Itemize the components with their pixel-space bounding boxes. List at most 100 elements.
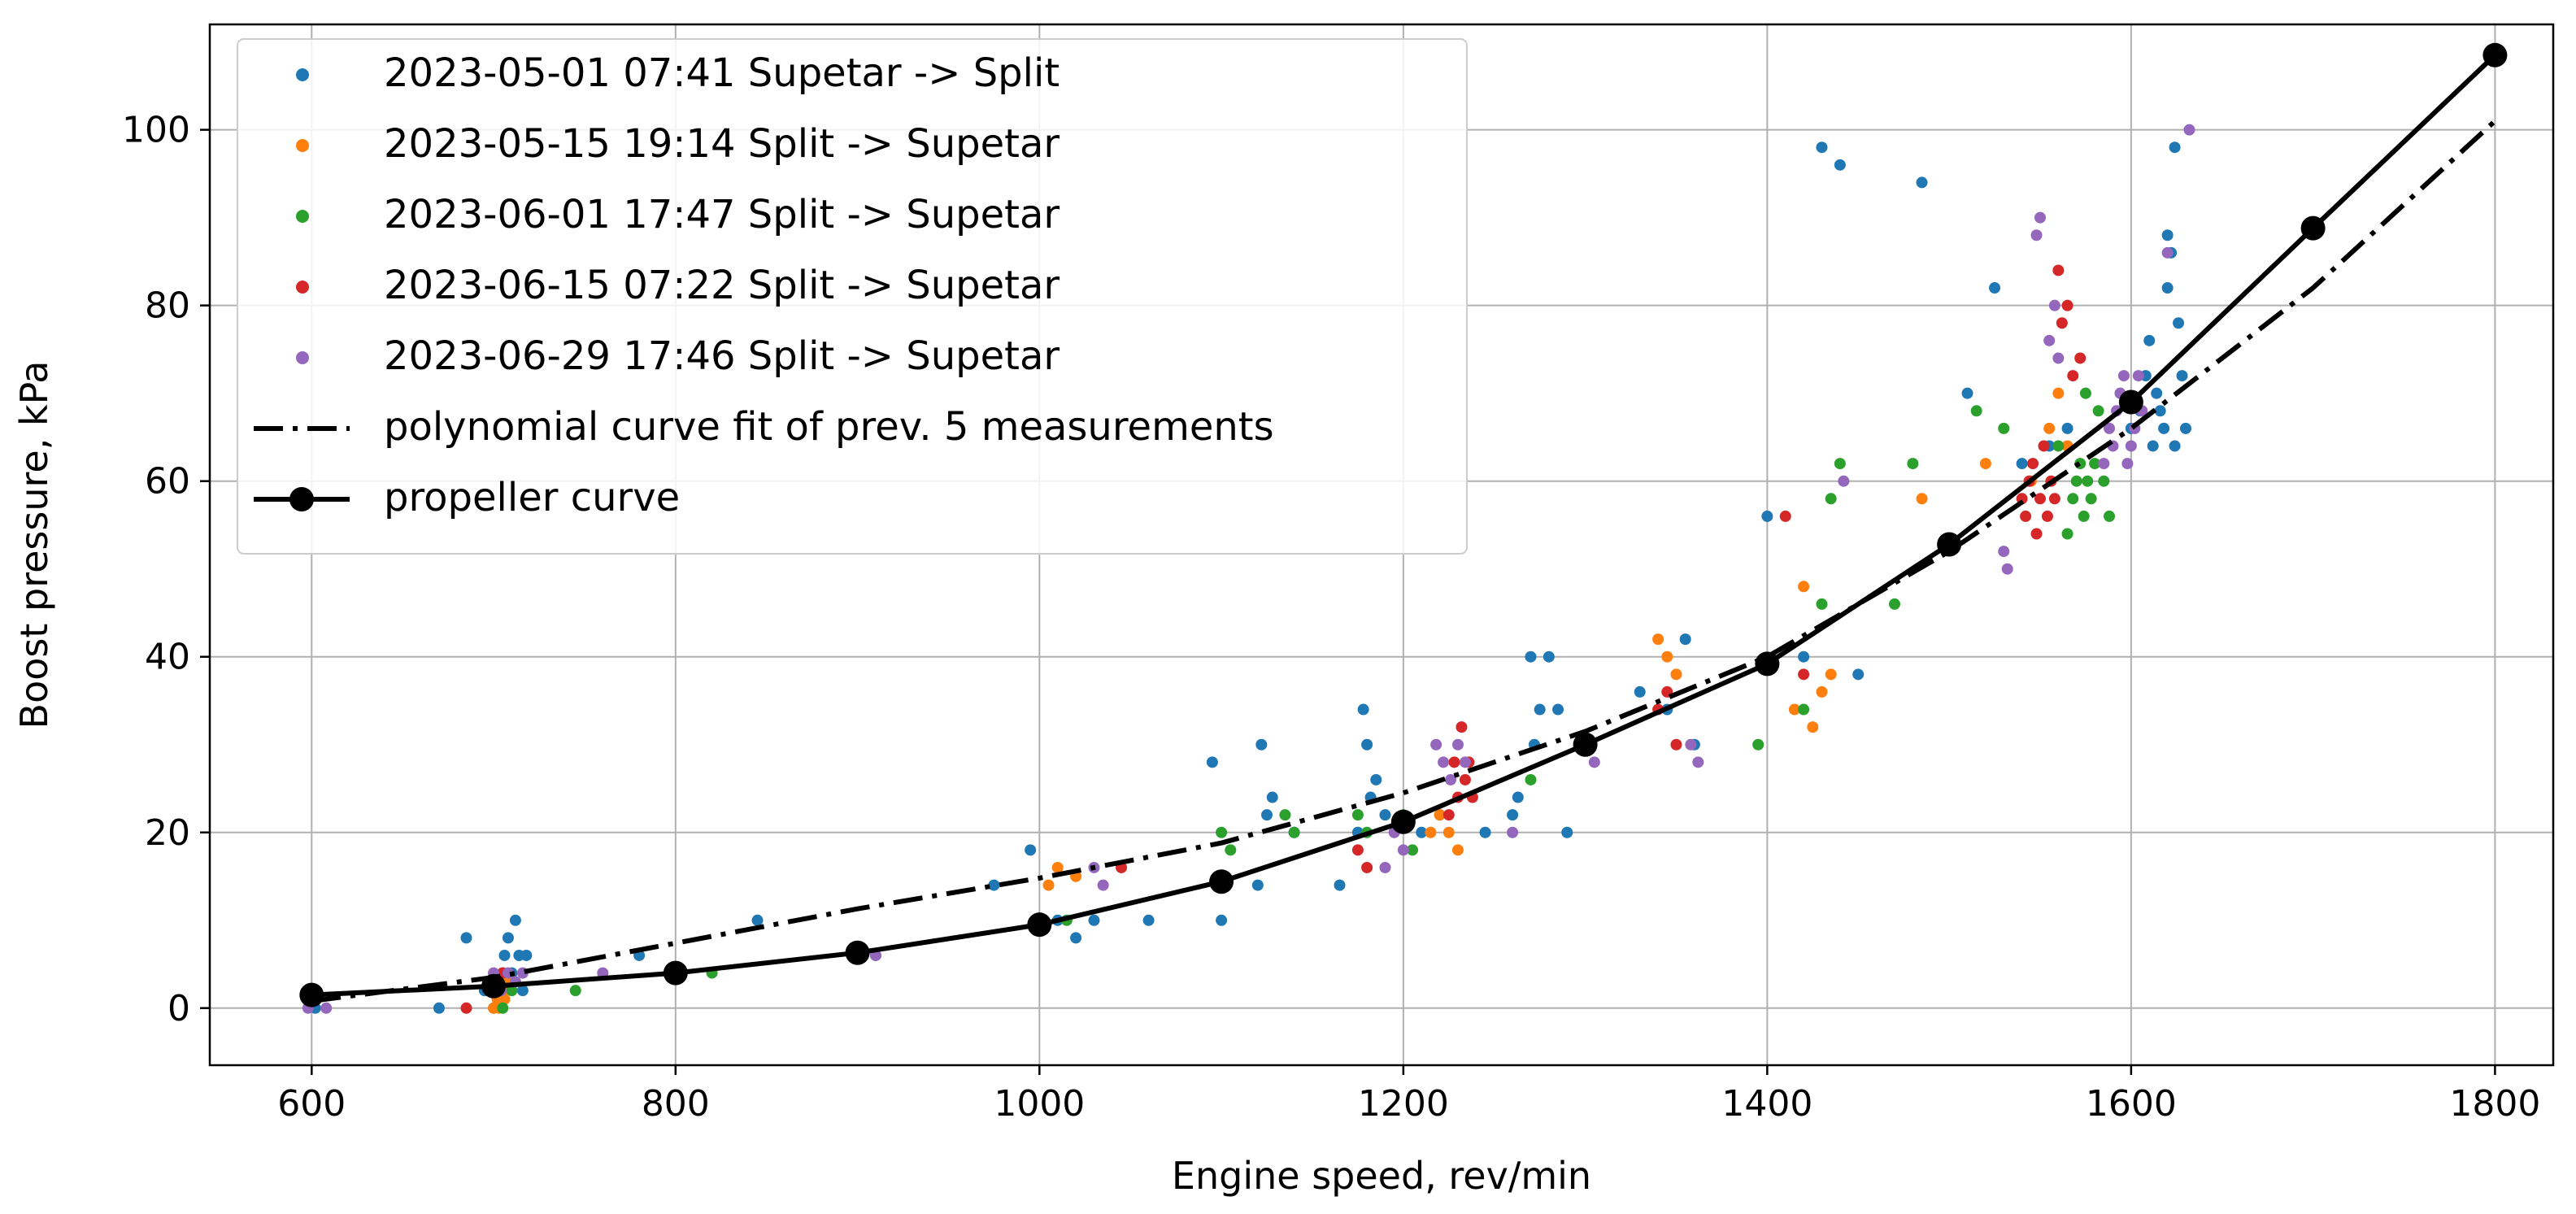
data-point [1357,703,1369,716]
legend: 2023-05-01 07:41 Supetar -> Split 2023-05… [237,38,1468,555]
x-tick-label: 1200 [1358,1083,1449,1125]
data-point [2001,563,2013,575]
curve-marker [845,940,870,965]
legend-marker [296,281,309,294]
x-tick-label: 1000 [994,1083,1085,1125]
data-point [1397,844,1409,856]
data-point [2078,510,2090,522]
data-point [569,985,581,997]
curve-marker [2300,215,2326,241]
data-point [1361,861,1373,873]
data-point [2085,493,2097,505]
data-point [2169,141,2181,154]
x-tick-label: 1400 [1721,1083,1812,1125]
legend-box [237,38,1468,555]
data-point [1525,651,1537,663]
data-point [1634,685,1646,698]
y-tick-label: 0 [168,988,190,1029]
data-point [2183,124,2195,136]
data-point [1652,633,1664,646]
x-tick-label: 800 [642,1083,710,1125]
data-point [2052,352,2065,364]
data-point [1852,668,1865,681]
data-point [2043,334,2056,346]
legend-label: 2023-05-15 19:14 Split -> Supetar [384,121,1060,167]
data-point [1261,809,1273,821]
data-point [320,1002,333,1014]
legend-marker [296,351,309,364]
data-point [1692,756,1704,768]
data-point [1255,738,1268,751]
data-point [2052,440,2065,452]
data-point [1761,510,1773,522]
data-point [2030,229,2043,241]
data-point [460,932,472,944]
data-point [1442,826,1455,838]
legend-label: 2023-05-01 07:41 Supetar -> Split [384,50,1060,96]
legend-entry: propeller curve [254,475,680,520]
data-point [2067,493,2079,505]
data-point [2056,317,2068,329]
x-axis-label: Engine speed, rev/min [1172,1154,1591,1198]
data-point [2154,405,2166,417]
curve-marker [481,973,507,999]
data-point [1752,738,1764,751]
data-point [2147,440,2159,452]
data-point [2117,370,2130,382]
data-point [2067,370,2079,382]
data-point [1442,809,1455,821]
legend-entry: polynomial curve fit of prev. 5 measurem… [254,404,1274,450]
data-point [2098,475,2110,487]
data-point [1425,826,1437,838]
data-point [1807,721,1819,733]
curve-marker [1027,912,1052,938]
data-point [1379,809,1391,821]
data-point [2034,493,2047,505]
series-6 [299,42,2508,1007]
y-tick-label: 100 [122,110,190,151]
legend-label: propeller curve [384,475,680,520]
data-point [2125,440,2137,452]
data-point [1206,756,1218,768]
data-point [497,1002,509,1014]
data-point [502,932,514,944]
data-point [1543,651,1555,663]
data-point [1334,879,1346,891]
x-tick-label: 1800 [2449,1083,2540,1125]
axes-frame [208,23,2555,1067]
data-point [1838,475,1850,487]
data-point [1798,581,1810,593]
data-point [1961,387,1973,399]
data-point [2104,422,2116,434]
data-point [2038,440,2050,452]
legend-marker [296,139,309,152]
data-point [1451,738,1464,751]
data-point [1025,844,1037,856]
data-point [1288,826,1300,838]
data-point [2070,475,2082,487]
legend-entry: 2023-06-29 17:46 Split -> Supetar [296,333,1060,379]
data-point [1266,791,1278,803]
x-tick-label: 1600 [2086,1083,2177,1125]
data-point [2074,352,2086,364]
x-tick-label: 600 [277,1083,346,1125]
legend-entries: 2023-05-01 07:41 Supetar -> Split 2023-05… [254,50,1274,520]
curve-marker [663,960,688,986]
data-point [506,985,518,997]
data-point [1351,809,1364,821]
data-point [1097,879,1109,891]
data-point [2173,317,2185,329]
data-point [1979,458,1991,470]
data-point [1552,703,1564,716]
data-point [1525,773,1537,785]
data-point [1670,668,1682,681]
data-point [1051,861,1064,873]
data-point [988,879,1000,891]
data-point [2161,282,2174,294]
data-point [1479,826,1491,838]
curve-marker [1755,651,1780,677]
data-point [1225,844,1237,856]
data-point [1588,756,1600,768]
data-point [2098,458,2110,470]
data-point [1361,738,1373,751]
